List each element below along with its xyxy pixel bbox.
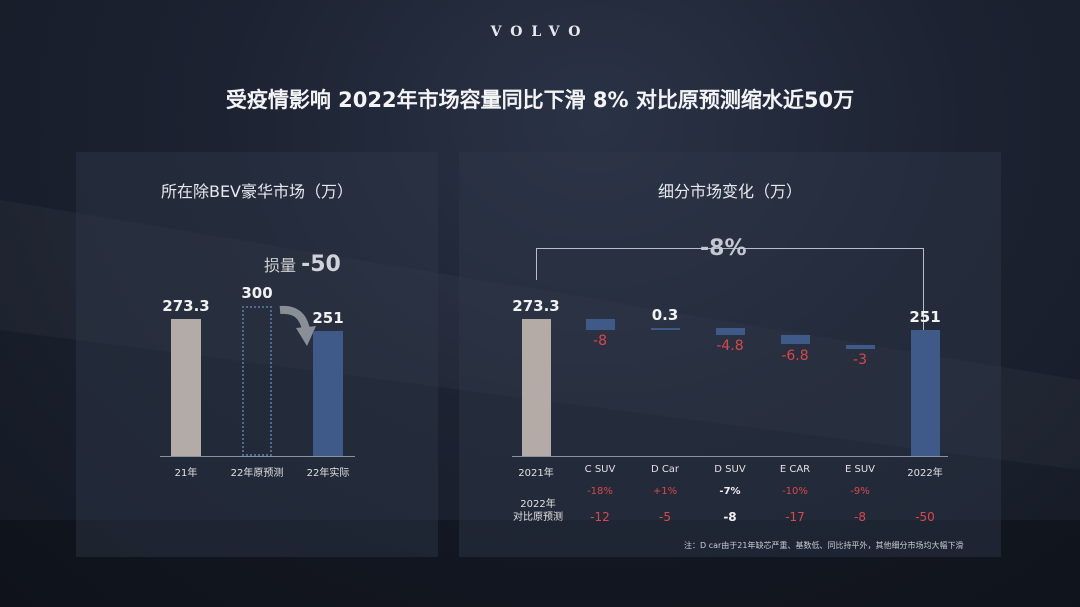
bar-1 bbox=[242, 306, 272, 456]
waterfall-bar-3 bbox=[715, 328, 745, 335]
waterfall-label-5: -3 bbox=[853, 351, 867, 368]
category-label-1: 22年原预测 bbox=[230, 468, 284, 479]
waterfall-bar-6 bbox=[910, 330, 940, 456]
vs-forecast-5: -8 bbox=[854, 510, 866, 524]
vs-forecast-2: -5 bbox=[659, 510, 671, 524]
waterfall-bar-5 bbox=[845, 344, 875, 349]
pct-change-3: -7% bbox=[719, 486, 741, 497]
waterfall-category-0: 2021年 bbox=[518, 468, 554, 479]
down-arrow-icon bbox=[279, 305, 316, 346]
overall-change: -8% bbox=[700, 236, 747, 261]
bar-label-2: 251 bbox=[312, 308, 344, 327]
waterfall-bar-4 bbox=[780, 334, 810, 345]
pct-change-1: -18% bbox=[587, 486, 613, 497]
bar-label-1: 300 bbox=[241, 284, 273, 302]
right-panel-title: 细分市场变化（万） bbox=[657, 182, 802, 201]
waterfall-bar-1 bbox=[585, 319, 615, 331]
category-label-2: 22年实际 bbox=[306, 468, 350, 479]
vs-forecast-3: -8 bbox=[723, 510, 737, 524]
headline: 受疫情影响 2022年市场容量同比下滑 8% 对比原预测缩水近50万 bbox=[225, 88, 855, 112]
loss-label: 损量 bbox=[264, 256, 297, 275]
left-panel: 所在除BEV豪华市场（万） bbox=[76, 152, 438, 557]
left-axis bbox=[160, 456, 355, 457]
waterfall-category-2: D Car bbox=[650, 464, 680, 475]
pct-change-4: -10% bbox=[782, 486, 808, 497]
waterfall-bar-0 bbox=[521, 319, 551, 456]
vs-forecast-4: -17 bbox=[785, 510, 805, 524]
waterfall-label-1: -8 bbox=[593, 333, 607, 350]
waterfall-category-4: E CAR bbox=[779, 464, 811, 475]
vs-forecast-1: -12 bbox=[590, 510, 610, 524]
loss-value: -50 bbox=[301, 252, 341, 277]
waterfall-label-2: 0.3 bbox=[651, 306, 679, 325]
waterfall-label-3: -4.8 bbox=[716, 337, 744, 354]
vs-forecast-label-line2: 对比原预测 bbox=[513, 512, 563, 523]
waterfall-label-0: 273.3 bbox=[512, 297, 560, 315]
volvo-logo: VOLVO bbox=[490, 24, 590, 40]
bar-label-0: 273.3 bbox=[162, 297, 210, 316]
waterfall-label-6: 251 bbox=[909, 308, 941, 327]
left-panel-title: 所在除BEV豪华市场（万） bbox=[160, 182, 354, 201]
waterfall-bar-2 bbox=[650, 328, 680, 331]
vs-forecast-label: 2022年 对比原预测 bbox=[498, 498, 578, 524]
loss-annotation: 损量 -50 bbox=[264, 252, 341, 277]
pct-change-5: -9% bbox=[850, 486, 870, 497]
pct-change-2: +1% bbox=[652, 486, 678, 497]
waterfall-category-5: E SUV bbox=[844, 464, 875, 475]
waterfall-category-3: D SUV bbox=[714, 464, 746, 475]
bar-2 bbox=[313, 330, 343, 456]
right-axis bbox=[512, 456, 948, 457]
waterfall-label-4: -6.8 bbox=[781, 347, 809, 364]
footnote: 注：D car由于21年缺芯严重、基数低、同比持平外，其他细分市场均大幅下滑 bbox=[684, 541, 964, 550]
vs-forecast-label-line1: 2022年 bbox=[520, 499, 556, 510]
change-bracket bbox=[536, 248, 924, 249]
bar-0 bbox=[171, 319, 201, 456]
waterfall-category-1: C SUV bbox=[584, 464, 616, 475]
bracket-left bbox=[536, 248, 537, 280]
bracket-right bbox=[923, 248, 924, 332]
category-label-0: 21年 bbox=[174, 468, 198, 479]
waterfall-category-6: 2022年 bbox=[907, 468, 943, 479]
vs-forecast-6: -50 bbox=[915, 510, 935, 524]
